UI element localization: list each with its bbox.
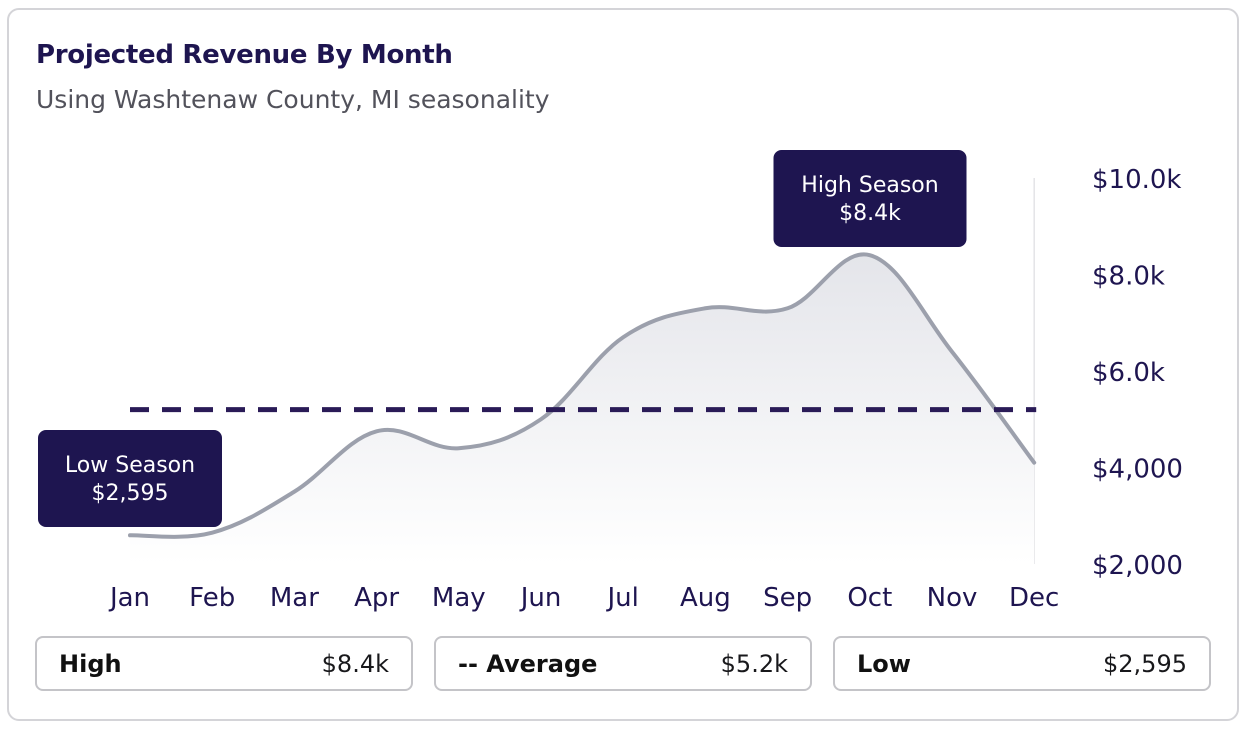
x-tick-feb: Feb [189,583,235,613]
x-tick-dec: Dec [1009,583,1059,613]
y-tick-8000: $8.0k [1092,262,1165,292]
low-season-callout-title: Low Season [65,453,195,478]
stat-high-label: High [59,650,122,678]
high-season-callout-box [773,150,967,247]
stat-high-value: $8.4k [321,650,389,678]
high-season-callout-value: $8.4k [839,201,901,226]
y-tick-6000: $6.0k [1092,358,1165,388]
x-tick-may: May [432,583,486,613]
x-tick-sep: Sep [763,583,812,613]
low-season-callout-box [38,430,222,527]
x-tick-oct: Oct [847,583,892,613]
stat-low: Low $2,595 [833,636,1211,691]
x-tick-mar: Mar [270,583,319,613]
stat-low-value: $2,595 [1103,650,1187,678]
x-tick-aug: Aug [680,583,731,613]
chart-title: Projected Revenue By Month [36,40,453,70]
x-tick-nov: Nov [927,583,978,613]
x-tick-jun: Jun [519,583,562,613]
revenue-line [128,252,1037,539]
x-tick-jan: Jan [108,583,150,613]
y-tick-2000: $2,000 [1092,551,1183,581]
high-season-callout-title: High Season [801,173,938,198]
y-tick-10000: $10.0k [1092,165,1182,195]
low-season-callout-value: $2,595 [92,481,169,506]
y-tick-4000: $4,000 [1092,455,1183,485]
stat-average: -- Average $5.2k [434,636,812,691]
x-tick-jul: Jul [606,583,639,613]
stat-low-label: Low [857,650,911,678]
stat-average-label: -- Average [458,650,598,678]
x-tick-apr: Apr [354,583,399,613]
chart-subtitle: Using Washtenaw County, MI seasonality [36,85,550,114]
stat-high: High $8.4k [35,636,413,691]
stat-average-value: $5.2k [720,650,788,678]
